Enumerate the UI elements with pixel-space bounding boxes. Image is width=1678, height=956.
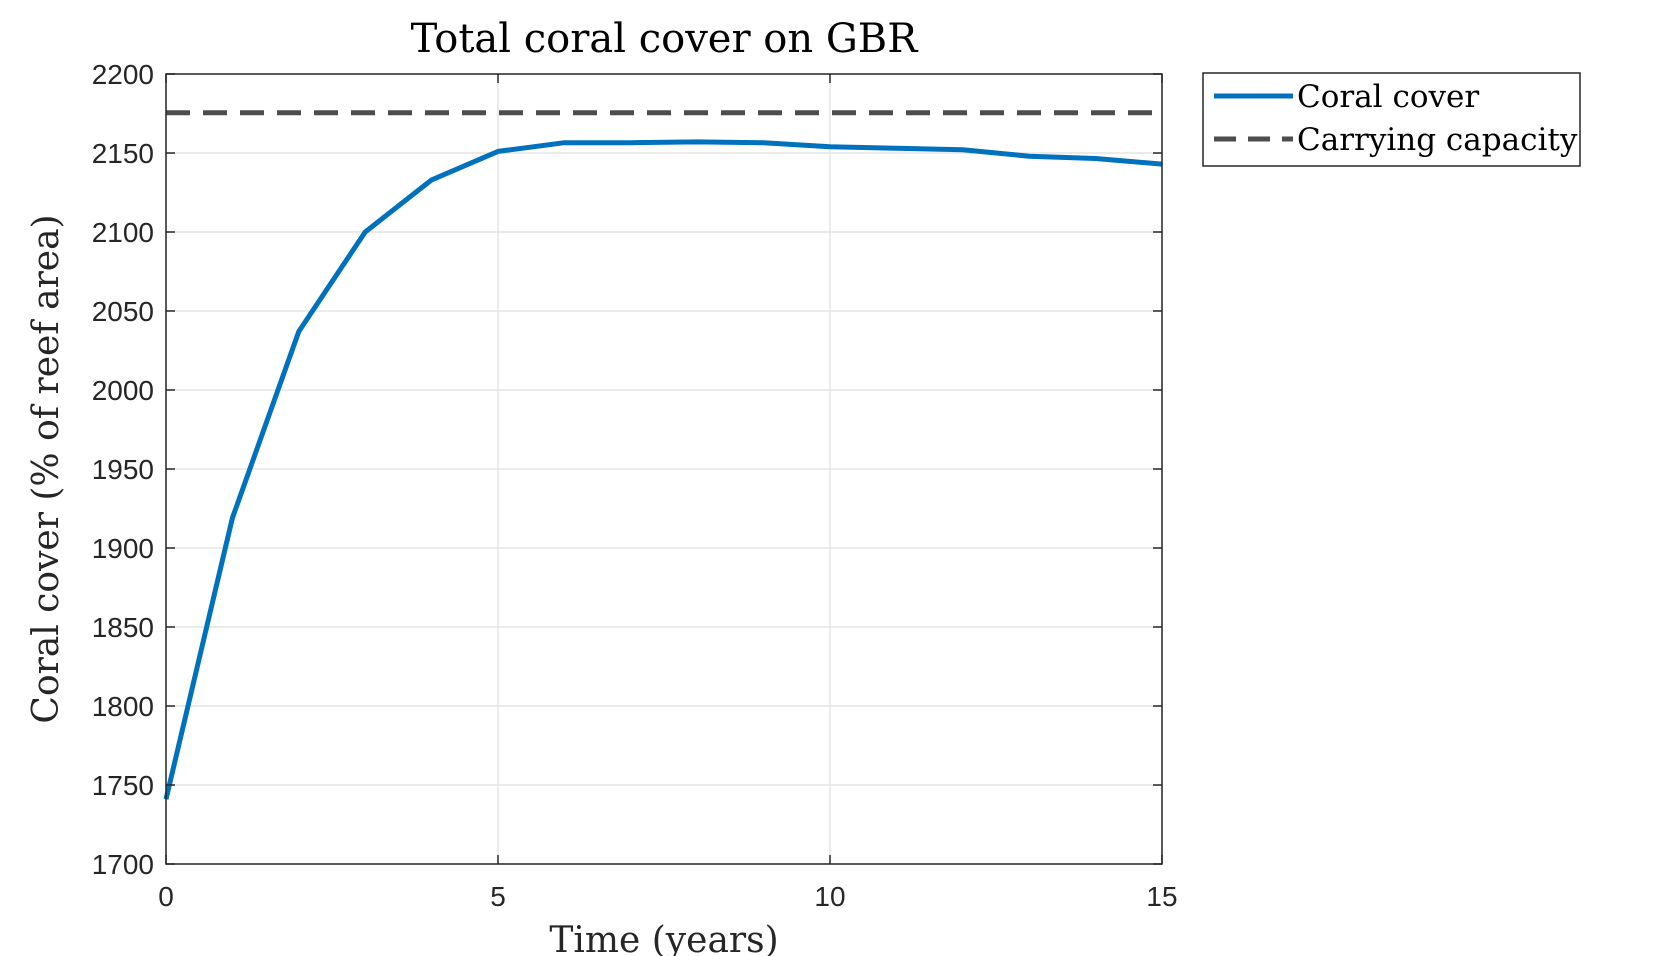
- series-layer: [163, 110, 1163, 800]
- x-tick-label: 0: [158, 881, 174, 912]
- x-tick-label: 5: [490, 881, 506, 912]
- y-tick-label: 2100: [92, 217, 154, 248]
- legend-label-coral-cover: Coral cover: [1297, 79, 1479, 115]
- y-tick-label: 2000: [92, 375, 154, 406]
- x-tick-label: 15: [1146, 881, 1177, 912]
- chart-title: Total coral cover on GBR: [411, 16, 920, 62]
- legend: Coral cover Carrying capacity: [1202, 72, 1581, 167]
- y-tick-label: 1950: [92, 454, 154, 485]
- series-line-coral-cover: [163, 139, 1163, 800]
- y-axis-label: Coral cover (% of reef area): [26, 214, 67, 723]
- x-tick-label: 10: [814, 881, 845, 912]
- y-tick-label: 2150: [92, 138, 154, 169]
- legend-label-carrying-capacity: Carrying capacity: [1297, 122, 1578, 158]
- y-axis-ticks: 1700 1750 1800 1850 1900 1950 2000 2050 2100 2150…: [92, 59, 1162, 880]
- y-tick-label: 1900: [92, 533, 154, 564]
- x-axis-ticks: 0 5 10 15: [158, 74, 1178, 912]
- y-tick-label: 1800: [92, 691, 154, 722]
- y-tick-label: 2050: [92, 296, 154, 327]
- grid: [165, 73, 1163, 865]
- legend-box: [1202, 72, 1581, 167]
- x-axis-label: Time (years): [549, 920, 778, 956]
- y-tick-label: 2200: [92, 59, 154, 90]
- y-tick-label: 1850: [92, 612, 154, 643]
- y-tick-label: 1750: [92, 770, 154, 801]
- y-tick-label: 1700: [92, 849, 154, 880]
